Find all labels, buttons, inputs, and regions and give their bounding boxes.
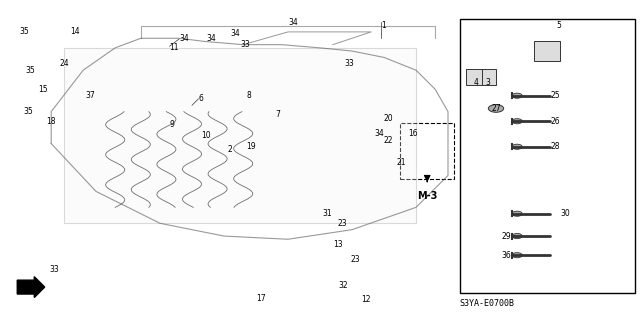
Text: 6: 6 xyxy=(198,94,204,103)
Text: M-3: M-3 xyxy=(417,191,437,201)
Text: 34: 34 xyxy=(230,29,240,38)
Text: 30: 30 xyxy=(560,209,570,218)
Text: 12: 12 xyxy=(362,295,371,304)
Text: 33: 33 xyxy=(49,265,59,274)
Text: S3YA-E0700B: S3YA-E0700B xyxy=(459,299,514,308)
Bar xyxy=(477,69,496,85)
Text: 29: 29 xyxy=(501,232,511,241)
Text: 32: 32 xyxy=(338,281,348,290)
Text: 34: 34 xyxy=(179,34,189,43)
Text: 34: 34 xyxy=(206,34,216,43)
Text: 2: 2 xyxy=(227,145,232,154)
Text: 23: 23 xyxy=(351,256,360,264)
Text: 37: 37 xyxy=(86,91,95,100)
Text: 17: 17 xyxy=(256,294,266,303)
FancyBboxPatch shape xyxy=(460,19,635,293)
Circle shape xyxy=(512,234,522,239)
Text: 14: 14 xyxy=(70,27,80,36)
FancyBboxPatch shape xyxy=(64,48,416,223)
Text: 35: 35 xyxy=(23,107,33,116)
Circle shape xyxy=(512,93,522,98)
Text: 33: 33 xyxy=(240,40,250,48)
Text: 35: 35 xyxy=(19,27,29,36)
Text: 18: 18 xyxy=(46,117,56,126)
Text: FR.: FR. xyxy=(19,282,37,292)
Text: 35: 35 xyxy=(26,66,35,75)
Text: 8: 8 xyxy=(246,91,251,100)
Circle shape xyxy=(512,144,522,149)
Text: 22: 22 xyxy=(384,136,394,145)
Text: 24: 24 xyxy=(60,59,69,68)
Text: 25: 25 xyxy=(550,91,560,100)
Text: 23: 23 xyxy=(338,219,348,228)
Circle shape xyxy=(512,253,522,258)
FancyBboxPatch shape xyxy=(400,123,454,179)
Bar xyxy=(534,41,560,62)
Text: 31: 31 xyxy=(322,209,332,218)
Circle shape xyxy=(512,211,522,216)
Text: 4: 4 xyxy=(474,78,479,87)
Text: 21: 21 xyxy=(397,158,406,167)
Text: 11: 11 xyxy=(170,43,179,52)
Text: 36: 36 xyxy=(501,251,511,260)
Text: 9: 9 xyxy=(170,120,175,129)
Text: 10: 10 xyxy=(202,131,211,140)
Text: 26: 26 xyxy=(550,117,560,126)
Text: 34: 34 xyxy=(288,19,298,27)
Text: 7: 7 xyxy=(275,110,280,119)
Text: 1: 1 xyxy=(381,21,385,30)
Text: 16: 16 xyxy=(408,130,418,138)
Circle shape xyxy=(512,119,522,124)
Text: 19: 19 xyxy=(246,142,256,151)
Text: 15: 15 xyxy=(38,85,48,94)
Text: 3: 3 xyxy=(485,78,490,87)
Text: 13: 13 xyxy=(333,240,342,249)
Bar xyxy=(466,69,482,85)
Text: 5: 5 xyxy=(557,21,562,30)
Text: 20: 20 xyxy=(384,114,394,122)
Circle shape xyxy=(488,105,504,112)
Text: 28: 28 xyxy=(550,142,560,151)
Text: 34: 34 xyxy=(374,130,384,138)
Text: 33: 33 xyxy=(344,59,354,68)
Text: 27: 27 xyxy=(492,104,501,113)
